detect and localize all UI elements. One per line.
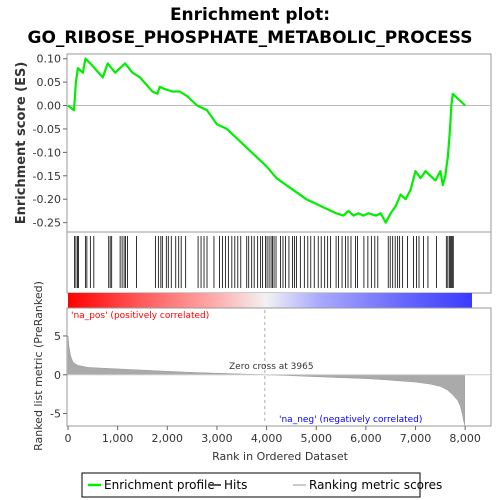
enrichment-profile-line — [67, 57, 466, 224]
metric-xtick-label: 8,000 — [449, 432, 481, 445]
es-ytick-label: 0.10 — [37, 53, 62, 66]
metric-xtick-label: 4,000 — [251, 432, 283, 445]
neg-correlated-label: 'na_neg' (negatively correlated) — [279, 415, 422, 425]
metric-xtick-label: 7,000 — [400, 432, 432, 445]
metric-ytick-label: -5 — [50, 408, 61, 421]
metric-xtick-label: 3,000 — [201, 432, 233, 445]
es-ytick-label: -0.15 — [33, 170, 61, 183]
chart-title: Enrichment plot: — [170, 5, 330, 25]
es-ytick-label: -0.05 — [33, 123, 61, 136]
metric-xtick-label: 5,000 — [300, 432, 332, 445]
metric-xtick-label: 0 — [65, 432, 72, 445]
es-ytick-label: -0.10 — [33, 146, 61, 159]
es-ytick-label: 0.05 — [37, 76, 62, 89]
metric-ytick-label: 0 — [54, 369, 61, 382]
metric-ylabel: Ranked list metric (PreRanked) — [32, 281, 45, 451]
es-ytick-label: -0.20 — [33, 193, 61, 206]
chart-subtitle: GO_RIBOSE_PHOSPHATE_METABOLIC_PROCESS — [27, 28, 472, 48]
metric-xtick-label: 1,000 — [102, 432, 134, 445]
metric-panel-frame — [66, 307, 492, 427]
metric-xlabel: Rank in Ordered Dataset — [212, 450, 349, 463]
es-ylabel: Enrichment score (ES) — [14, 62, 29, 225]
es-y-axis: 0.10 0.05 0.00 -0.05 -0.10 -0.15 -0.20 -0.25 — [33, 53, 67, 230]
legend-box — [81, 472, 421, 498]
es-ytick-label: -0.25 — [33, 217, 61, 230]
pos-correlated-label: 'na_pos' (positively correlated) — [71, 311, 209, 321]
zero-cross-label: Zero cross at 3965 — [229, 362, 314, 372]
metric-y-axis: 5 0 -5 — [50, 330, 67, 421]
hits-marks — [74, 236, 454, 288]
rank-color-bar — [68, 293, 472, 308]
es-ytick-label: 0.00 — [37, 100, 62, 113]
es-panel-frame — [66, 53, 492, 233]
metric-xtick-label: 6,000 — [350, 432, 382, 445]
legend-hits-label: Hits — [224, 478, 247, 492]
ranking-metric-area — [67, 335, 465, 426]
legend-enrichment-label: Enrichment profile — [104, 478, 215, 492]
metric-x-axis: 0 1,000 2,000 3,000 4,000 5,000 6,000 7,000 8,00… — [65, 426, 481, 445]
metric-ytick-label: 5 — [54, 330, 61, 343]
hits-panel-frame — [66, 231, 492, 294]
metric-xtick-label: 2,000 — [152, 432, 184, 445]
legend-metric-label: Ranking metric scores — [309, 478, 442, 492]
